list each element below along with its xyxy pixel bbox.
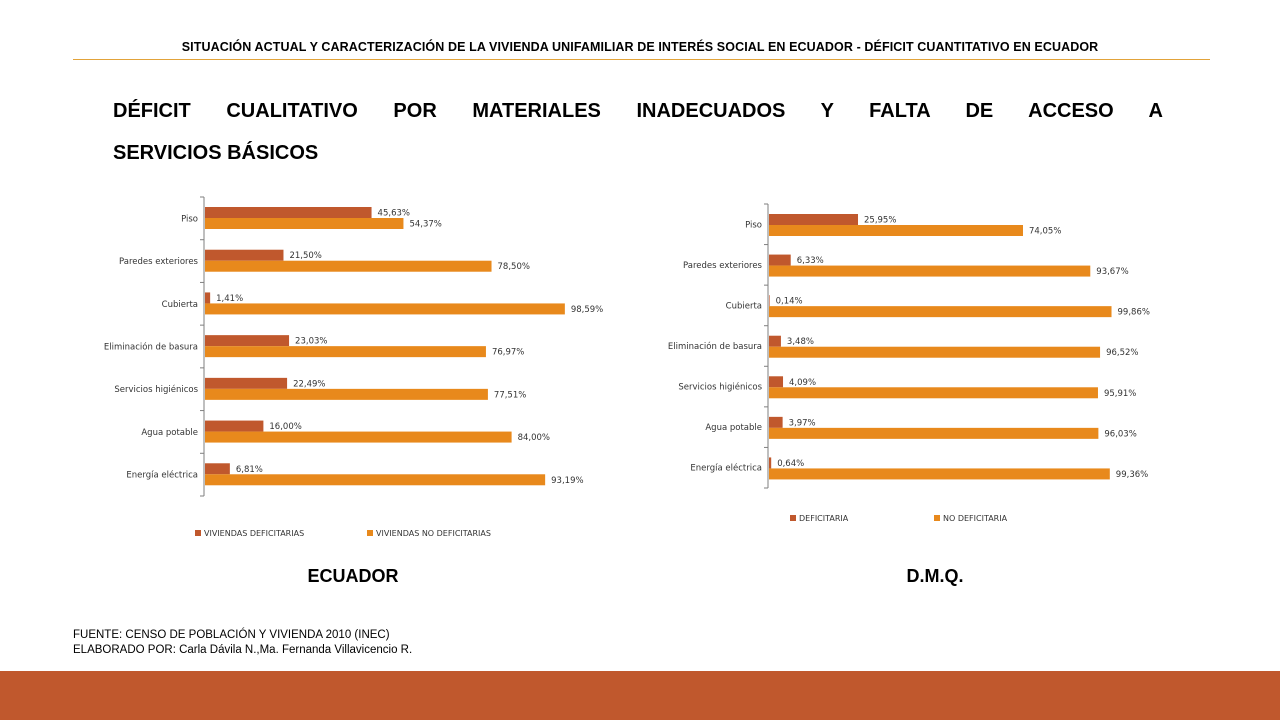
- footer-source: FUENTE: CENSO DE POBLACIÓN Y VIVIENDA 20…: [73, 629, 390, 641]
- data-label: 74,05%: [1029, 227, 1061, 237]
- bar-no-deficit: [205, 388, 488, 400]
- category-label: Agua potable: [141, 428, 198, 438]
- data-label: 84,00%: [518, 433, 550, 443]
- bar-no-deficit: [769, 427, 1099, 439]
- legend-swatch: [790, 515, 796, 521]
- data-label: 77,51%: [494, 390, 526, 400]
- data-label: 93,19%: [551, 476, 583, 486]
- data-label: 4,09%: [789, 378, 816, 388]
- data-label: 22,49%: [293, 379, 325, 389]
- category-label: Agua potable: [705, 423, 762, 433]
- data-label: 16,00%: [269, 422, 301, 432]
- category-label: Energía eléctrica: [690, 463, 762, 474]
- bar-deficit: [769, 457, 772, 469]
- legend-label: VIVIENDAS DEFICITARIAS: [204, 529, 304, 538]
- bar-no-deficit: [205, 218, 404, 229]
- data-label: 45,63%: [378, 209, 410, 219]
- data-label: 96,52%: [1106, 348, 1138, 358]
- data-label: 3,97%: [789, 418, 816, 428]
- bar-deficit: [205, 420, 264, 432]
- bar-no-deficit: [205, 474, 546, 486]
- data-label: 99,36%: [1116, 470, 1148, 480]
- data-label: 0,14%: [776, 297, 803, 307]
- data-label: 6,33%: [797, 256, 824, 266]
- bar-deficit: [205, 377, 288, 389]
- category-label: Cubierta: [726, 301, 762, 311]
- bar-no-deficit: [769, 225, 1023, 236]
- header-divider: [73, 59, 1210, 60]
- bar-deficit: [769, 376, 784, 388]
- category-label: Servicios higiénicos: [678, 382, 762, 393]
- legend-swatch: [195, 530, 201, 536]
- data-label: 98,59%: [571, 305, 603, 315]
- category-label: Cubierta: [162, 300, 198, 310]
- legend-label: VIVIENDAS NO DEFICITARIAS: [376, 529, 491, 538]
- bar-no-deficit: [769, 387, 1098, 399]
- bar-no-deficit: [205, 346, 486, 358]
- category-label: Energía eléctrica: [126, 470, 198, 481]
- data-label: 25,95%: [864, 216, 896, 226]
- chart-caption-ecuador: ECUADOR: [307, 566, 399, 586]
- bar-no-deficit: [205, 431, 512, 443]
- bar-no-deficit: [205, 303, 565, 315]
- bar-deficit: [205, 335, 290, 347]
- bar-deficit: [205, 207, 372, 218]
- data-label: 3,48%: [787, 337, 814, 347]
- category-label: Servicios higiénicos: [114, 384, 198, 395]
- category-label: Piso: [745, 220, 762, 230]
- data-label: 96,03%: [1104, 429, 1136, 439]
- bar-deficit: [769, 254, 791, 266]
- data-label: 0,64%: [777, 459, 804, 469]
- bar-no-deficit: [205, 260, 492, 272]
- category-label: Piso: [181, 214, 198, 224]
- data-label: 78,50%: [498, 262, 530, 272]
- bar-no-deficit: [769, 468, 1110, 480]
- data-label: 93,67%: [1096, 267, 1128, 277]
- data-label: 1,41%: [216, 294, 243, 304]
- page-title-line-1: DÉFICIT CUALITATIVO POR MATERIALES INADE…: [113, 100, 1163, 122]
- data-label: 23,03%: [295, 337, 327, 347]
- data-label: 99,86%: [1118, 308, 1150, 318]
- data-label: 6,81%: [236, 465, 263, 475]
- data-label: 54,37%: [409, 220, 441, 230]
- bar-deficit: [769, 214, 859, 225]
- bar-deficit: [205, 292, 211, 304]
- category-label: Paredes exteriores: [119, 257, 199, 267]
- legend-label: DEFICITARIA: [799, 514, 849, 523]
- footer-accent-bar: [0, 671, 1280, 720]
- data-label: 21,50%: [289, 251, 321, 261]
- bar-deficit: [769, 335, 781, 347]
- data-label: 76,97%: [492, 348, 524, 358]
- bar-deficit: [769, 416, 783, 428]
- chart-caption-dmq: D.M.Q.: [906, 566, 964, 586]
- header-title: SITUACIÓN ACTUAL Y CARACTERIZACIÓN DE LA…: [181, 40, 1099, 54]
- page-title-line-2: SERVICIOS BÁSICOS: [113, 142, 319, 164]
- legend-swatch: [367, 530, 373, 536]
- page-title: DÉFICIT CUALITATIVO POR MATERIALES INADE…: [113, 90, 1163, 174]
- category-label: Eliminación de basura: [668, 341, 762, 352]
- footer-notes: FUENTE: CENSO DE POBLACIÓN Y VIVIENDA 20…: [73, 628, 412, 658]
- bar-no-deficit: [769, 265, 1091, 277]
- legend-swatch: [934, 515, 940, 521]
- category-label: Paredes exteriores: [683, 261, 763, 271]
- legend-label: NO DEFICITARIA: [943, 514, 1008, 523]
- bar-no-deficit: [769, 346, 1101, 358]
- footer-authors: ELABORADO POR: Carla Dávila N.,Ma. Ferna…: [73, 644, 413, 656]
- data-label: 95,91%: [1104, 389, 1136, 399]
- bar-deficit: [769, 295, 770, 307]
- category-label: Eliminación de basura: [104, 342, 198, 353]
- bar-no-deficit: [769, 306, 1112, 318]
- bar-deficit: [205, 249, 284, 261]
- bar-deficit: [205, 463, 230, 475]
